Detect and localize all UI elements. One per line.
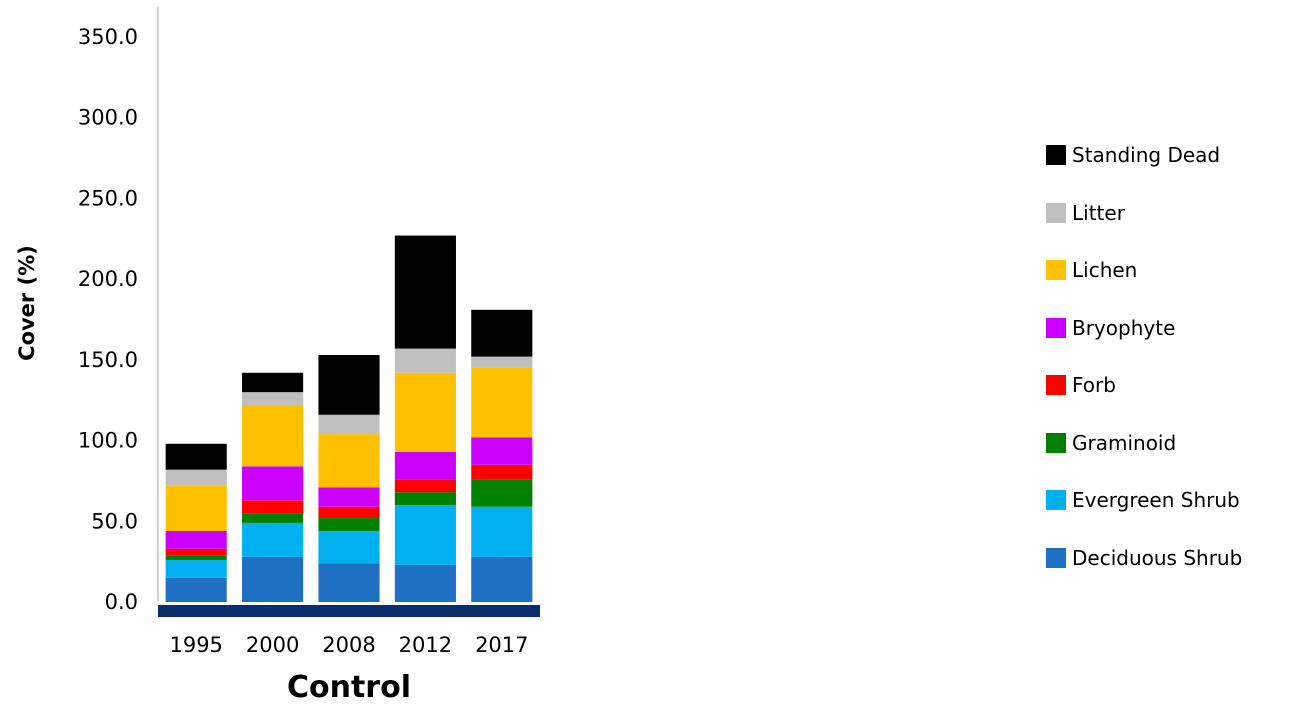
legend-item-deciduous-shrub: Deciduous Shrub bbox=[1046, 543, 1242, 573]
bar-segment-evergreen-shrub-2000 bbox=[242, 522, 304, 557]
bar-segment-forb-1995 bbox=[165, 548, 227, 556]
legend-swatch bbox=[1046, 145, 1066, 165]
bar-segment-deciduous-shrub-1995 bbox=[165, 577, 227, 602]
bar-segment-forb-2012 bbox=[394, 479, 456, 493]
x-tick-label: 2008 bbox=[322, 633, 375, 657]
x-axis-baseline bbox=[158, 605, 540, 617]
bar-segment-forb-2008 bbox=[318, 506, 380, 519]
x-tick-label: 2017 bbox=[475, 633, 528, 657]
y-tick-label: 350.0 bbox=[78, 25, 138, 49]
legend-label: Deciduous Shrub bbox=[1072, 545, 1243, 570]
x-tick-label: 2012 bbox=[399, 633, 452, 657]
x-axis-tick-labels: 1995 2000 2008 2012 2017 bbox=[169, 633, 528, 657]
legend-item-forb: Forb bbox=[1046, 370, 1116, 400]
y-axis-title: Cover (%) bbox=[15, 245, 39, 361]
legend-swatch bbox=[1046, 317, 1066, 338]
legend-label: Evergreen Shrub bbox=[1072, 488, 1240, 512]
legend-item-bryophyte: Bryophyte bbox=[1046, 313, 1175, 343]
legend-item-litter: Litter bbox=[1046, 198, 1125, 228]
legend-item-evergreen-shrub: Evergreen Shrub bbox=[1046, 485, 1240, 515]
bar-segment-deciduous-shrub-2012 bbox=[394, 564, 456, 602]
bar-segment-graminoid-2008 bbox=[318, 518, 380, 531]
legend-label: Lichen bbox=[1072, 258, 1138, 282]
legend-item-standing-dead: Standing Dead bbox=[1046, 140, 1220, 170]
legend-swatch bbox=[1046, 490, 1066, 510]
bar-segment-graminoid-2000 bbox=[242, 513, 304, 523]
x-tick-label: 1995 bbox=[169, 633, 222, 657]
legend-swatch bbox=[1046, 260, 1066, 280]
bar-segment-graminoid-1995 bbox=[165, 555, 227, 561]
bar-segment-graminoid-2012 bbox=[394, 492, 456, 506]
bar-segment-standing-dead-1995 bbox=[165, 443, 227, 470]
bar-segment-lichen-2012 bbox=[394, 372, 456, 452]
y-tick-label: 300.0 bbox=[78, 106, 138, 130]
y-tick-label: 100.0 bbox=[78, 429, 138, 453]
bar-segment-bryophyte-2012 bbox=[394, 451, 456, 480]
y-tick-label: 200.0 bbox=[78, 267, 138, 291]
x-axis-title: Control bbox=[287, 670, 411, 705]
bar-segment-evergreen-shrub-2008 bbox=[318, 530, 380, 564]
legend-swatch bbox=[1046, 547, 1066, 568]
legend-label: Bryophyte bbox=[1072, 315, 1176, 340]
bar-segment-bryophyte-2000 bbox=[242, 466, 304, 501]
bar-segment-lichen-1995 bbox=[165, 485, 227, 531]
bar-segment-forb-2000 bbox=[242, 500, 304, 514]
bar-segment-deciduous-shrub-2000 bbox=[242, 556, 304, 602]
y-tick-label: 250.0 bbox=[78, 186, 138, 210]
legend-swatch bbox=[1046, 202, 1066, 223]
bar-segment-litter-2000 bbox=[242, 392, 304, 406]
bar-segment-standing-dead-2017 bbox=[471, 309, 533, 357]
bar-segment-deciduous-shrub-2008 bbox=[318, 563, 380, 602]
legend-swatch bbox=[1046, 432, 1066, 453]
bar-segment-forb-2017 bbox=[471, 464, 533, 480]
bar-segment-bryophyte-1995 bbox=[165, 530, 227, 549]
bar-segment-standing-dead-2012 bbox=[394, 235, 456, 349]
bar-segment-lichen-2000 bbox=[242, 405, 304, 467]
bar-segment-litter-2008 bbox=[318, 414, 380, 435]
legend-item-graminoid: Graminoid bbox=[1046, 428, 1176, 458]
legend-label: Graminoid bbox=[1072, 430, 1177, 455]
y-tick-label: 50.0 bbox=[91, 509, 138, 533]
legend-swatch bbox=[1046, 375, 1066, 395]
y-tick-label: 0.0 bbox=[105, 590, 138, 614]
bar-segment-lichen-2008 bbox=[318, 434, 380, 488]
bar-segment-bryophyte-2017 bbox=[471, 437, 533, 465]
bar-segment-evergreen-shrub-2012 bbox=[394, 505, 456, 565]
legend-label: Forb bbox=[1072, 373, 1116, 397]
bar-segment-bryophyte-2008 bbox=[318, 487, 380, 507]
bars bbox=[165, 235, 533, 602]
x-tick-label: 2000 bbox=[246, 633, 299, 657]
bar-segment-litter-2017 bbox=[471, 356, 533, 368]
legend-label: Litter bbox=[1072, 200, 1125, 225]
bar-segment-litter-2012 bbox=[394, 348, 456, 373]
bar-segment-standing-dead-2008 bbox=[318, 355, 380, 415]
bar-segment-evergreen-shrub-2017 bbox=[471, 506, 533, 557]
bar-segment-standing-dead-2000 bbox=[242, 372, 304, 393]
y-axis-tick-labels: 0.0 50.0 100.0 150.0 200.0 250.0 300.0 350.0 bbox=[78, 25, 138, 614]
bar-segment-deciduous-shrub-2017 bbox=[471, 556, 533, 602]
bar-segment-litter-1995 bbox=[165, 469, 227, 486]
y-tick-label: 150.0 bbox=[78, 348, 138, 372]
bar-segment-lichen-2017 bbox=[471, 367, 533, 438]
legend-label: Standing Dead bbox=[1072, 143, 1221, 167]
bar-segment-evergreen-shrub-1995 bbox=[165, 560, 227, 578]
bar-segment-graminoid-2017 bbox=[471, 479, 533, 507]
legend-item-lichen: Lichen bbox=[1046, 255, 1137, 285]
